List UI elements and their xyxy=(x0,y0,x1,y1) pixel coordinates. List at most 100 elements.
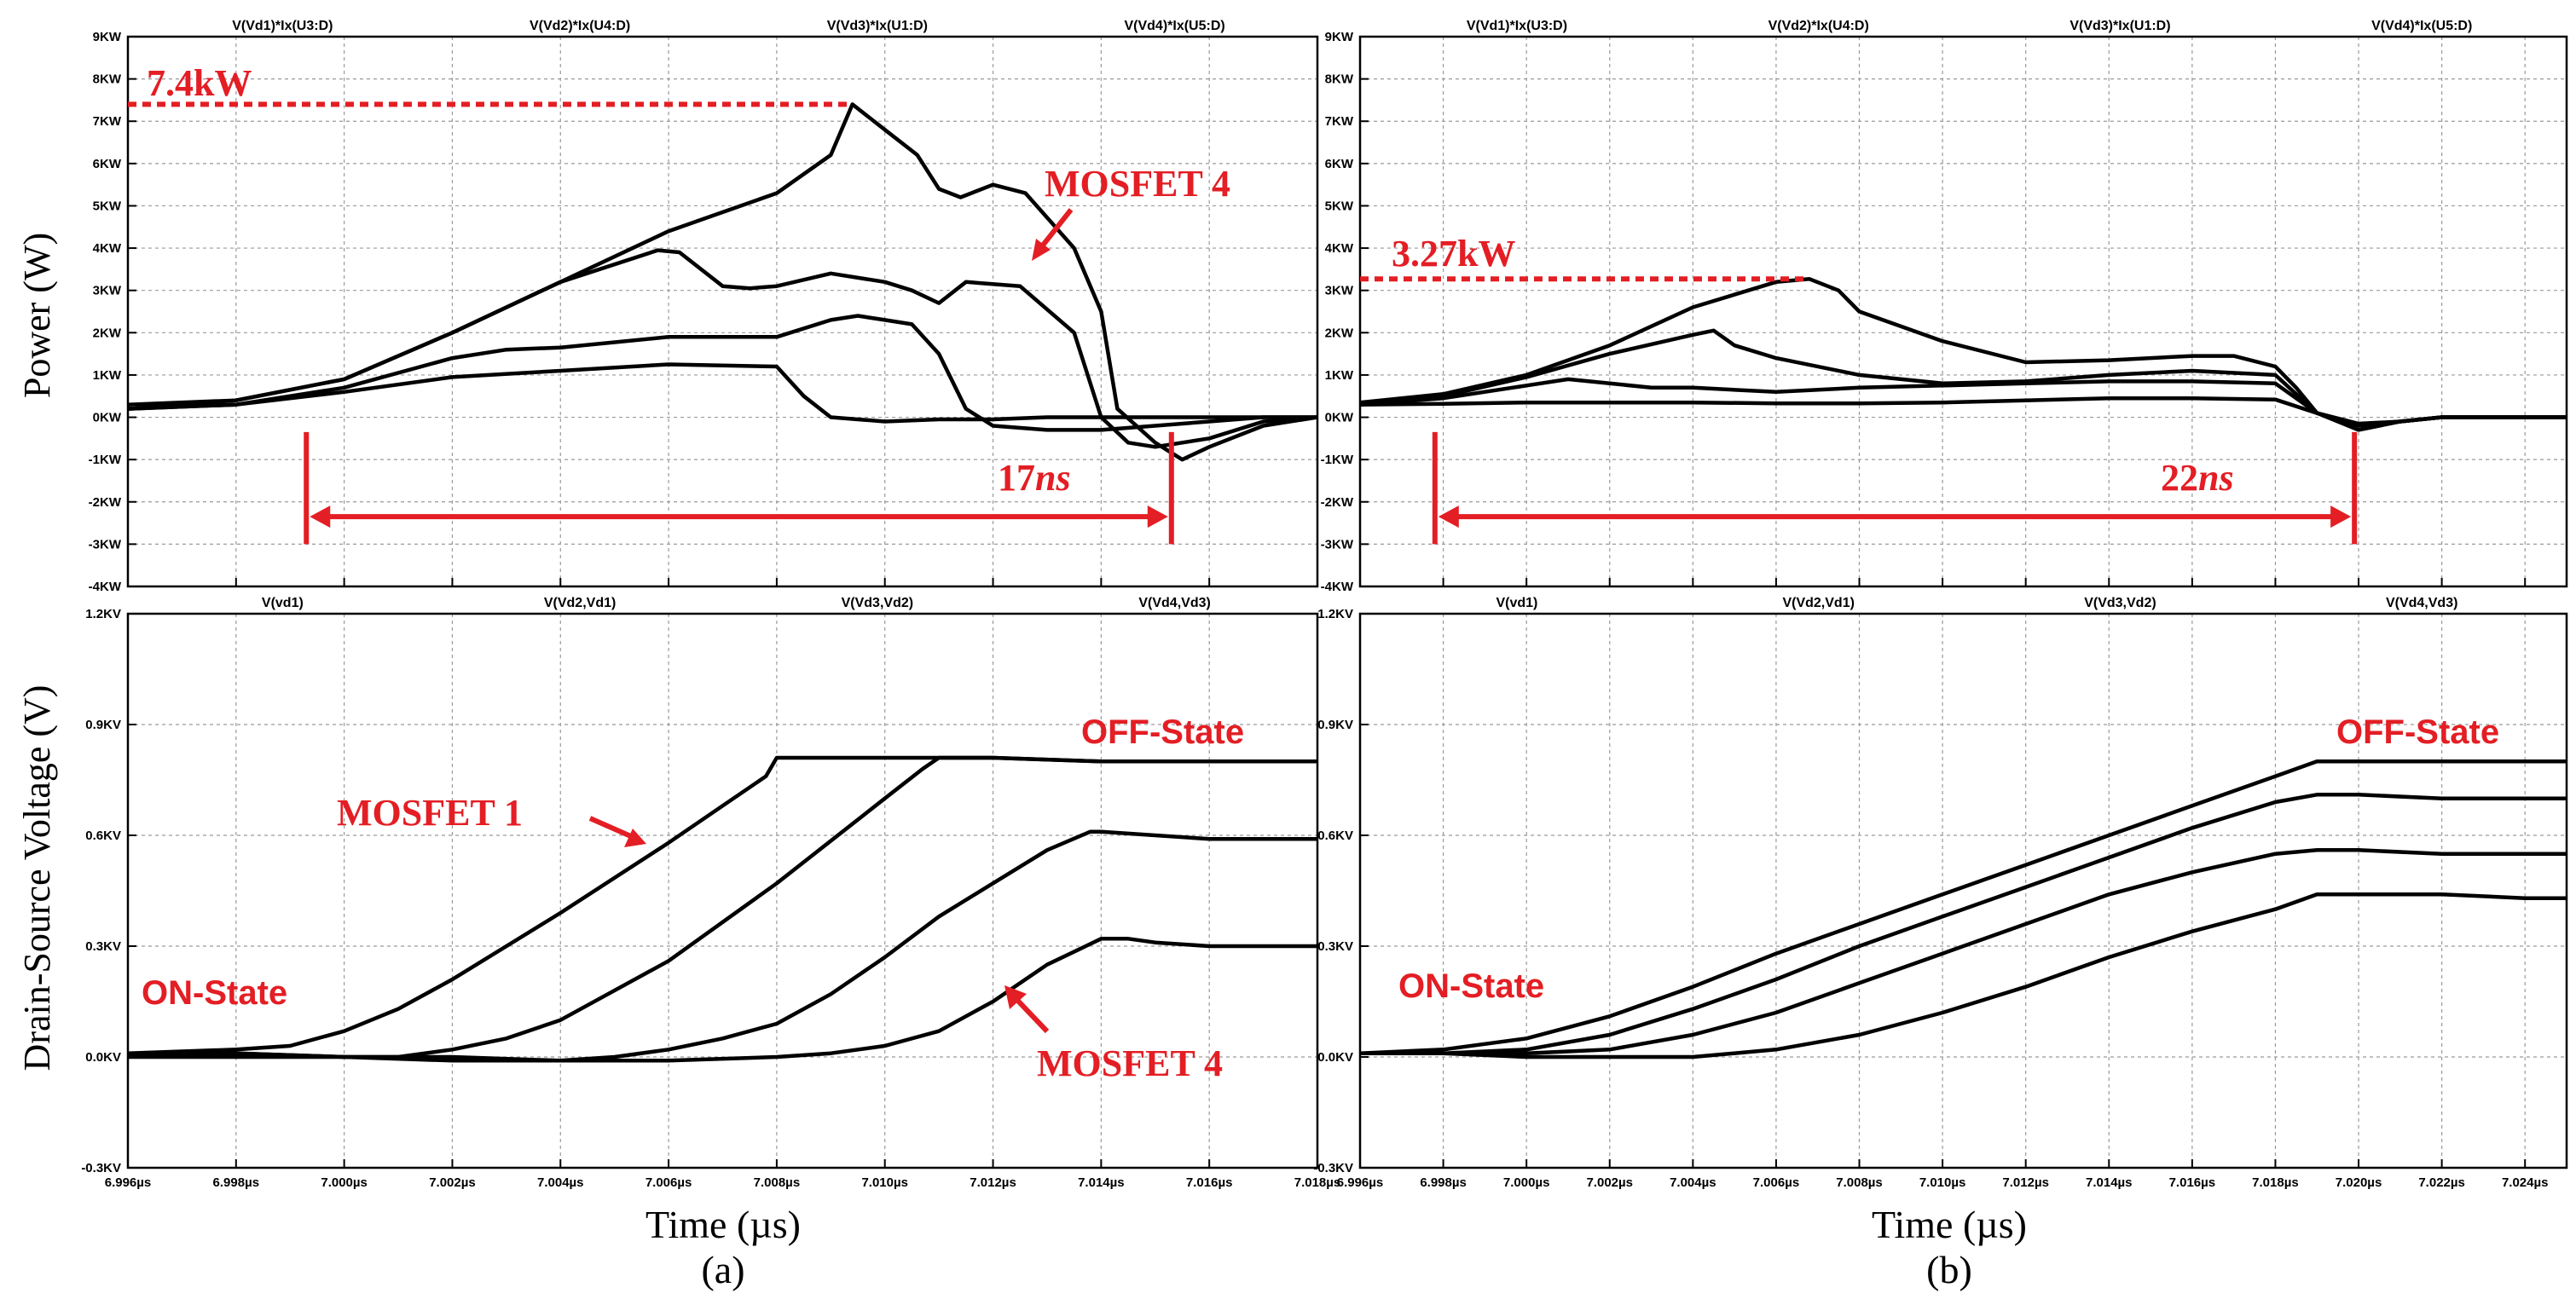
y-tick-label: 0.0KV xyxy=(85,1050,121,1065)
mosfet4-label-voltage-a: MOSFET 4 xyxy=(1037,1042,1223,1084)
plot-frame xyxy=(1358,612,2568,1169)
x-tick-label: 7.018µs xyxy=(1294,1175,1341,1190)
y-tick-label: 0.0KV xyxy=(1317,1050,1353,1065)
y-tick-label: -4KW xyxy=(89,580,122,594)
y-tick-label: 5KW xyxy=(93,199,122,213)
trace-label: V(vd1) xyxy=(262,596,304,610)
y-tick-label: 0.3KV xyxy=(1317,939,1353,954)
trace-label: V(Vd2,Vd1) xyxy=(544,596,616,610)
y-tick-label: -0.3KV xyxy=(1313,1161,1353,1175)
y-tick-label: 8KW xyxy=(1325,72,1354,87)
panel-a-power: 9KW 8KW 7KW 6KW 5KW 4KW 3KW 2KW 1KW 0KW -1KW -2KW -3… xyxy=(89,19,1319,594)
y-tick-label: 2KW xyxy=(1325,326,1354,340)
trace-label: V(Vd4,Vd3) xyxy=(1138,596,1210,610)
plot-area xyxy=(1360,614,2567,1168)
y-tick-label: 1KW xyxy=(93,368,122,383)
x-tick-label: 7.010µs xyxy=(1919,1175,1966,1190)
peak-label-b: 3.27kW xyxy=(1392,233,1515,274)
panel-b-power: 9KW 8KW 7KW 6KW 5KW 4KW 3KW 2KW 1KW 0KW -1KW -2KW -3… xyxy=(1321,19,2568,594)
annotations: 7.4kW MOSFET 4 17ns MOSFET 1 OFF-State O… xyxy=(128,62,2499,1084)
voltage-axis-title: Drain-Source Voltage (V) xyxy=(16,685,58,1071)
y-tick-label: -0.3KV xyxy=(81,1161,121,1175)
series-line-mosfet-2 xyxy=(1360,793,2567,1055)
plot-area xyxy=(128,614,1317,1168)
trace-label: V(Vd4)*Ix(U5:D) xyxy=(2371,19,2472,33)
x-tick-label: 7.002µs xyxy=(429,1175,476,1190)
plot-area xyxy=(128,37,1317,586)
y-tick-label: -3KW xyxy=(89,537,122,551)
x-tick-label: 7.010µs xyxy=(861,1175,908,1190)
trace-label: V(Vd4)*Ix(U5:D) xyxy=(1124,19,1224,33)
duration-label-b: 22ns xyxy=(2161,457,2234,499)
y-tick-label: 0.3KV xyxy=(85,939,121,954)
mosfet4-arrowhead-voltage-a xyxy=(1004,985,1027,1009)
y-tick-label: -2KW xyxy=(1321,495,1354,510)
trace-label: V(Vd3)*Ix(U1:D) xyxy=(827,19,928,33)
subfigure-label-b: (b) xyxy=(1926,1248,1972,1291)
duration-arrowhead-left-a xyxy=(310,505,331,528)
y-tick-label: 1.2KV xyxy=(85,607,121,621)
y-tick-label: 9KW xyxy=(1325,30,1354,44)
y-tick-label: 0.9KV xyxy=(85,718,121,732)
y-tick-label: 9KW xyxy=(93,30,122,44)
y-tick-label: 2KW xyxy=(93,326,122,340)
mosfet1-label-voltage-a: MOSFET 1 xyxy=(337,792,523,834)
x-tick-label: 7.000µs xyxy=(321,1175,368,1190)
x-tick-label: 6.996µs xyxy=(1337,1175,1384,1190)
duration-label-a: 17ns xyxy=(998,457,1071,499)
peak-label-a: 7.4kW xyxy=(147,62,252,104)
trace-label: V(Vd1)*Ix(U3:D) xyxy=(232,19,333,33)
series-line-mosfet-1 xyxy=(1359,396,2567,426)
x-tick-label: 7.008µs xyxy=(754,1175,801,1190)
trace-label: V(Vd2)*Ix(U4:D) xyxy=(1768,19,1869,33)
trace-label: V(Vd2,Vd1) xyxy=(1782,596,1854,610)
y-tick-label: 6KW xyxy=(93,157,122,171)
series-line-mosfet-1 xyxy=(127,362,1317,424)
x-tick-label: 7.020µs xyxy=(2336,1175,2382,1190)
trace-label: V(Vd2)*Ix(U4:D) xyxy=(530,19,630,33)
x-tick-label: 6.998µs xyxy=(1420,1175,1467,1190)
duration-unit-b: ns xyxy=(2198,457,2234,499)
time-axis-title-b: Time (µs) xyxy=(1872,1203,2027,1246)
y-tick-label: 0KW xyxy=(93,411,122,425)
x-tick-label: 7.014µs xyxy=(1078,1175,1125,1190)
series-line-mosfet-3 xyxy=(128,829,1317,1063)
y-tick-label: 4KW xyxy=(93,241,122,256)
duration-value-b: 22 xyxy=(2161,457,2198,499)
y-tick-label: -4KW xyxy=(1321,580,1354,594)
x-tick-label: 7.002µs xyxy=(1586,1175,1633,1190)
x-tick-label: 7.018µs xyxy=(2252,1175,2299,1190)
y-tick-label: 0.6KV xyxy=(85,829,121,843)
y-tick-label: 0.9KV xyxy=(1317,718,1353,732)
trace-label: V(Vd3,Vd2) xyxy=(842,596,913,610)
y-tick-label: -3KW xyxy=(1321,537,1354,551)
y-tick-label: 5KW xyxy=(1325,199,1354,213)
duration-unit-a: ns xyxy=(1035,457,1071,499)
duration-arrowhead-right-b xyxy=(2330,505,2352,528)
y-tick-label: 4KW xyxy=(1325,241,1354,256)
series-line-mosfet-2 xyxy=(127,314,1317,432)
plot-frame xyxy=(126,35,1319,588)
x-tick-label: 7.006µs xyxy=(645,1175,692,1190)
y-tick-label: 8KW xyxy=(93,72,122,87)
time-axis-title-a: Time (µs) xyxy=(645,1203,801,1246)
power-axis-title: Power (W) xyxy=(16,233,58,398)
y-tick-label: 3KW xyxy=(1325,284,1354,298)
series-line-mosfet-4 xyxy=(128,937,1317,1063)
trace-label: V(Vd1)*Ix(U3:D) xyxy=(1467,19,1567,33)
x-tick-label: 7.014µs xyxy=(2086,1175,2133,1190)
subfigure-label-a: (a) xyxy=(701,1248,744,1291)
y-tick-label: -1KW xyxy=(1321,453,1354,467)
mosfet4-arrow-power-a xyxy=(1036,208,1074,252)
y-tick-label: 1KW xyxy=(1325,368,1354,383)
y-tick-label: 6KW xyxy=(1325,157,1354,171)
x-tick-label: 7.004µs xyxy=(1670,1175,1716,1190)
off-state-label-b: OFF-State xyxy=(2336,713,2499,751)
x-tick-label: 6.996µs xyxy=(105,1175,152,1190)
x-tick-label: 7.012µs xyxy=(2002,1175,2049,1190)
mosfet1-arrowhead-voltage-a xyxy=(624,829,646,847)
series-line-mosfet-3 xyxy=(1360,848,2567,1055)
mosfet4-label-power-a: MOSFET 4 xyxy=(1045,163,1230,205)
on-state-label-b: ON-State xyxy=(1398,967,1544,1005)
